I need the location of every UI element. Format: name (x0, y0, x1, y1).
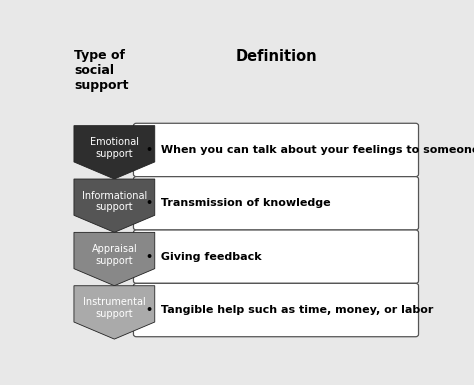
FancyBboxPatch shape (134, 283, 419, 337)
Polygon shape (74, 233, 155, 286)
Text: Type of
social
support: Type of social support (74, 49, 128, 92)
Text: Definition: Definition (235, 49, 317, 64)
Text: Instrumental
support: Instrumental support (83, 298, 146, 319)
Text: Appraisal
support: Appraisal support (91, 244, 137, 266)
Text: Informational
support: Informational support (82, 191, 147, 212)
Text: •  When you can talk about your feelings to someone: • When you can talk about your feelings … (146, 145, 474, 155)
FancyBboxPatch shape (134, 177, 419, 230)
Polygon shape (74, 126, 155, 179)
Text: •  Transmission of knowledge: • Transmission of knowledge (146, 198, 330, 208)
Polygon shape (74, 179, 155, 233)
FancyBboxPatch shape (134, 123, 419, 177)
Text: •  Giving feedback: • Giving feedback (146, 252, 261, 262)
Text: Emotional
support: Emotional support (90, 137, 139, 159)
FancyBboxPatch shape (134, 230, 419, 283)
Text: •  Tangible help such as time, money, or labor: • Tangible help such as time, money, or … (146, 305, 433, 315)
Polygon shape (74, 286, 155, 339)
